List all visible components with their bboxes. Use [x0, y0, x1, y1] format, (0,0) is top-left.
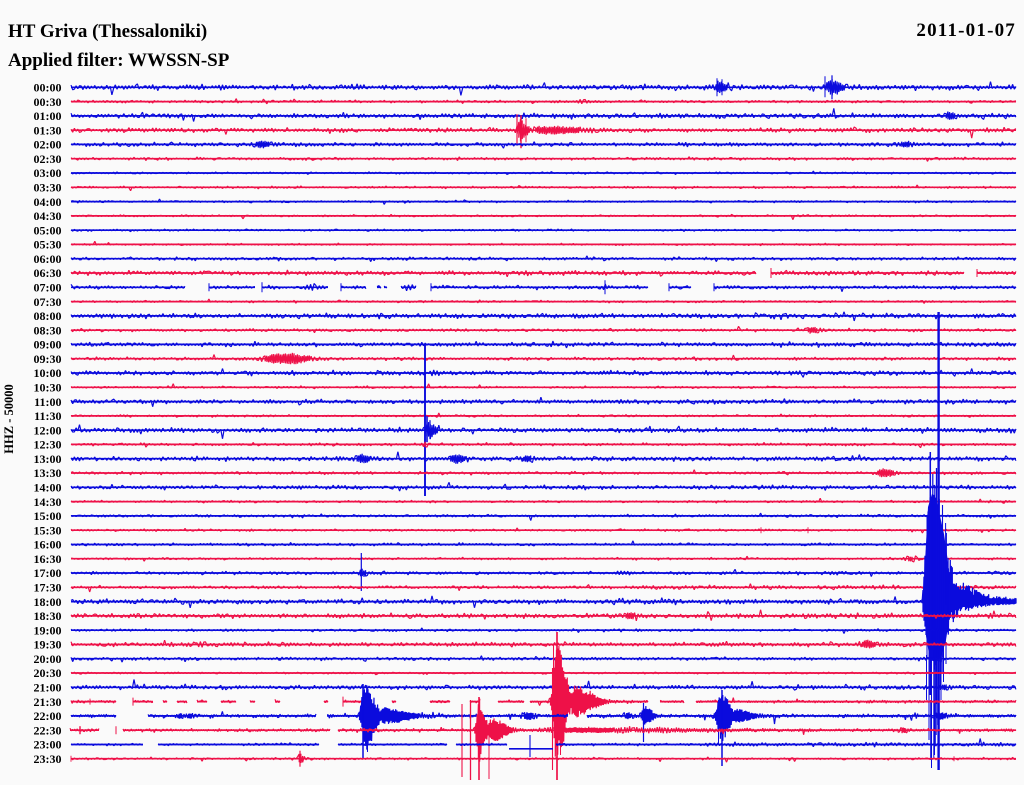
svg-text:11:00: 11:00: [34, 395, 61, 409]
svg-text:11:30: 11:30: [34, 409, 61, 423]
svg-text:21:00: 21:00: [34, 681, 62, 695]
svg-text:18:30: 18:30: [34, 609, 62, 623]
svg-text:17:00: 17:00: [34, 566, 62, 580]
svg-text:20:00: 20:00: [34, 652, 62, 666]
svg-text:Applied filter: WWSSN-SP: Applied filter: WWSSN-SP: [8, 50, 230, 71]
svg-text:23:30: 23:30: [34, 752, 62, 766]
svg-text:03:30: 03:30: [34, 181, 62, 195]
svg-text:22:30: 22:30: [34, 723, 62, 737]
svg-text:05:00: 05:00: [34, 223, 62, 237]
svg-text:14:00: 14:00: [34, 481, 62, 495]
svg-text:01:30: 01:30: [34, 123, 62, 137]
svg-text:13:30: 13:30: [34, 466, 62, 480]
svg-text:14:30: 14:30: [34, 495, 62, 509]
svg-text:04:30: 04:30: [34, 209, 62, 223]
svg-text:HT Griva (Thessaloniki): HT Griva (Thessaloniki): [8, 21, 207, 42]
svg-text:05:30: 05:30: [34, 238, 62, 252]
svg-text:07:30: 07:30: [34, 295, 62, 309]
svg-text:16:00: 16:00: [34, 538, 62, 552]
svg-text:10:30: 10:30: [34, 381, 62, 395]
svg-text:19:00: 19:00: [34, 623, 62, 637]
svg-text:10:00: 10:00: [34, 366, 62, 380]
svg-text:22:00: 22:00: [34, 709, 62, 723]
svg-text:07:00: 07:00: [34, 281, 62, 295]
svg-text:08:30: 08:30: [34, 323, 62, 337]
svg-text:13:00: 13:00: [34, 452, 62, 466]
svg-text:23:00: 23:00: [34, 738, 62, 752]
svg-text:01:00: 01:00: [34, 109, 62, 123]
svg-text:15:30: 15:30: [34, 523, 62, 537]
svg-text:2011-01-07: 2011-01-07: [916, 20, 1016, 41]
svg-text:02:30: 02:30: [34, 152, 62, 166]
svg-text:17:30: 17:30: [34, 581, 62, 595]
svg-text:09:30: 09:30: [34, 352, 62, 366]
svg-text:20:30: 20:30: [34, 666, 62, 680]
svg-text:HHZ - 50000: HHZ - 50000: [2, 384, 16, 453]
svg-text:12:00: 12:00: [34, 423, 62, 437]
svg-text:02:00: 02:00: [34, 138, 62, 152]
svg-text:04:00: 04:00: [34, 195, 62, 209]
svg-text:16:30: 16:30: [34, 552, 62, 566]
svg-text:09:00: 09:00: [34, 338, 62, 352]
svg-text:15:00: 15:00: [34, 509, 62, 523]
svg-text:00:00: 00:00: [34, 81, 62, 95]
svg-text:06:30: 06:30: [34, 266, 62, 280]
svg-text:19:30: 19:30: [34, 638, 62, 652]
svg-text:06:00: 06:00: [34, 252, 62, 266]
svg-text:12:30: 12:30: [34, 438, 62, 452]
svg-text:21:30: 21:30: [34, 695, 62, 709]
svg-text:03:00: 03:00: [34, 166, 62, 180]
svg-text:18:00: 18:00: [34, 595, 62, 609]
svg-text:00:30: 00:30: [34, 95, 62, 109]
svg-text:08:00: 08:00: [34, 309, 62, 323]
